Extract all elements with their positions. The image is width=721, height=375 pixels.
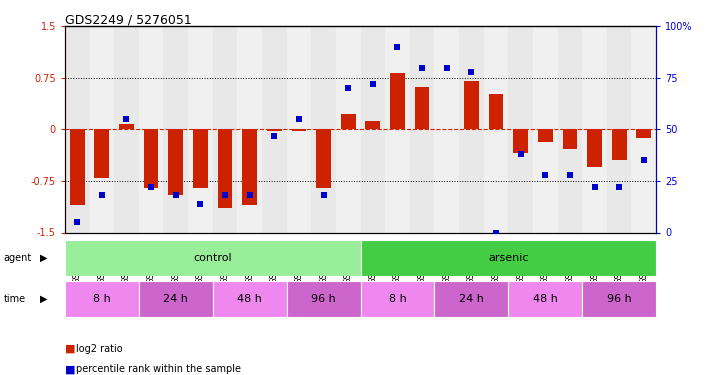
Text: ▶: ▶ [40,294,47,304]
Bar [508,26,533,233]
Bar [562,129,578,149]
Bar [164,26,188,233]
Text: 48 h: 48 h [533,294,558,304]
Bar [484,26,508,233]
Bar [213,26,237,233]
Text: 8 h: 8 h [389,294,407,304]
Text: 24 h: 24 h [163,294,188,304]
Bar [513,129,528,153]
Bar [360,26,385,233]
Bar [138,26,164,233]
Text: arsenic: arsenic [488,253,528,263]
Bar [169,129,183,195]
Bar [533,26,557,233]
Text: agent: agent [4,253,32,263]
Bar [390,73,405,129]
Bar [508,281,583,317]
Text: ▶: ▶ [40,253,47,263]
Text: time: time [4,294,26,304]
Bar [607,26,632,233]
Bar [218,129,232,209]
Bar [316,129,331,188]
Bar [114,26,138,233]
Bar [213,281,286,317]
Bar [611,129,627,160]
Bar [291,129,306,131]
Bar [415,87,430,129]
Text: percentile rank within the sample: percentile rank within the sample [76,364,241,374]
Bar [632,26,656,233]
Bar [65,240,360,276]
Text: 96 h: 96 h [607,294,632,304]
Bar [286,281,360,317]
Text: ■: ■ [65,344,76,354]
Bar [70,129,84,205]
Bar [360,281,434,317]
Bar [119,124,134,129]
Bar [188,26,213,233]
Bar [637,129,651,138]
Bar [65,281,139,317]
Text: GDS2249 / 5276051: GDS2249 / 5276051 [65,13,192,26]
Bar [267,129,282,131]
Bar [336,26,360,233]
Bar [242,129,257,205]
Bar [459,26,484,233]
Bar [311,26,336,233]
Bar [587,129,602,167]
Text: control: control [193,253,232,263]
Bar [341,114,355,129]
Text: 48 h: 48 h [237,294,262,304]
Text: 24 h: 24 h [459,294,484,304]
Bar [360,240,656,276]
Bar [65,26,89,233]
Text: 96 h: 96 h [311,294,336,304]
Bar [193,129,208,188]
Bar [538,129,553,142]
Bar [366,121,380,129]
Bar [94,129,109,177]
Bar [583,281,656,317]
Bar [489,94,503,129]
Bar [89,26,114,233]
Bar [583,26,607,233]
Bar [237,26,262,233]
Bar [464,81,479,129]
Bar [557,26,583,233]
Bar [385,26,410,233]
Text: log2 ratio: log2 ratio [76,344,123,354]
Bar [138,281,213,317]
Bar [434,281,508,317]
Bar [286,26,311,233]
Bar [434,26,459,233]
Bar [410,26,434,233]
Bar [262,26,286,233]
Bar [143,129,159,188]
Text: 8 h: 8 h [93,294,111,304]
Text: ■: ■ [65,364,76,374]
